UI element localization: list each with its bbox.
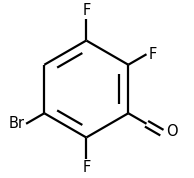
Text: O: O (166, 124, 178, 139)
Text: Br: Br (8, 116, 24, 131)
Text: F: F (82, 160, 90, 175)
Text: F: F (82, 3, 90, 18)
Text: F: F (148, 47, 157, 62)
